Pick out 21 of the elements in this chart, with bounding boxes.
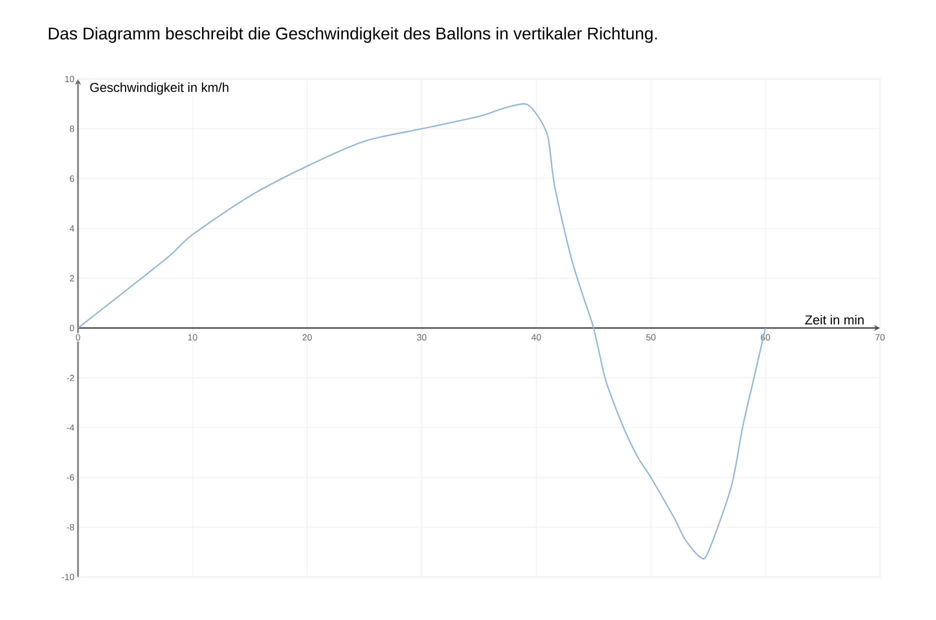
y-tick-label: -4 (66, 424, 74, 431)
x-tick-label: 30 (417, 334, 426, 341)
y-tick-label: 0 (70, 324, 74, 332)
y-tick-label: 10 (65, 76, 74, 82)
y-tick-label: 4 (70, 225, 74, 232)
y-tick-label: -6 (66, 474, 74, 481)
x-tick-label: 40 (532, 334, 541, 341)
y-tick-label: 8 (70, 126, 74, 132)
y-axis-title: Geschwindigkeit in km/h (90, 82, 228, 95)
y-tick-label: 2 (70, 275, 74, 282)
x-tick-label: 10 (188, 334, 198, 341)
y-tick-label: 6 (70, 175, 74, 182)
y-tick-label: -2 (66, 374, 74, 381)
y-tick-label: -8 (66, 524, 74, 530)
y-tick-label: -10 (62, 574, 74, 580)
x-tick-label: 70 (875, 334, 885, 341)
x-tick-label: 50 (646, 334, 656, 341)
x-tick-label: 20 (302, 334, 312, 341)
chart-title: Das Diagramm beschreibt die Geschwindigkeit des Ballons in vertikaler Richtung. (48, 27, 657, 43)
x-axis-title: Zeit in min (805, 314, 864, 324)
x-tick-label: 0 (76, 334, 80, 341)
